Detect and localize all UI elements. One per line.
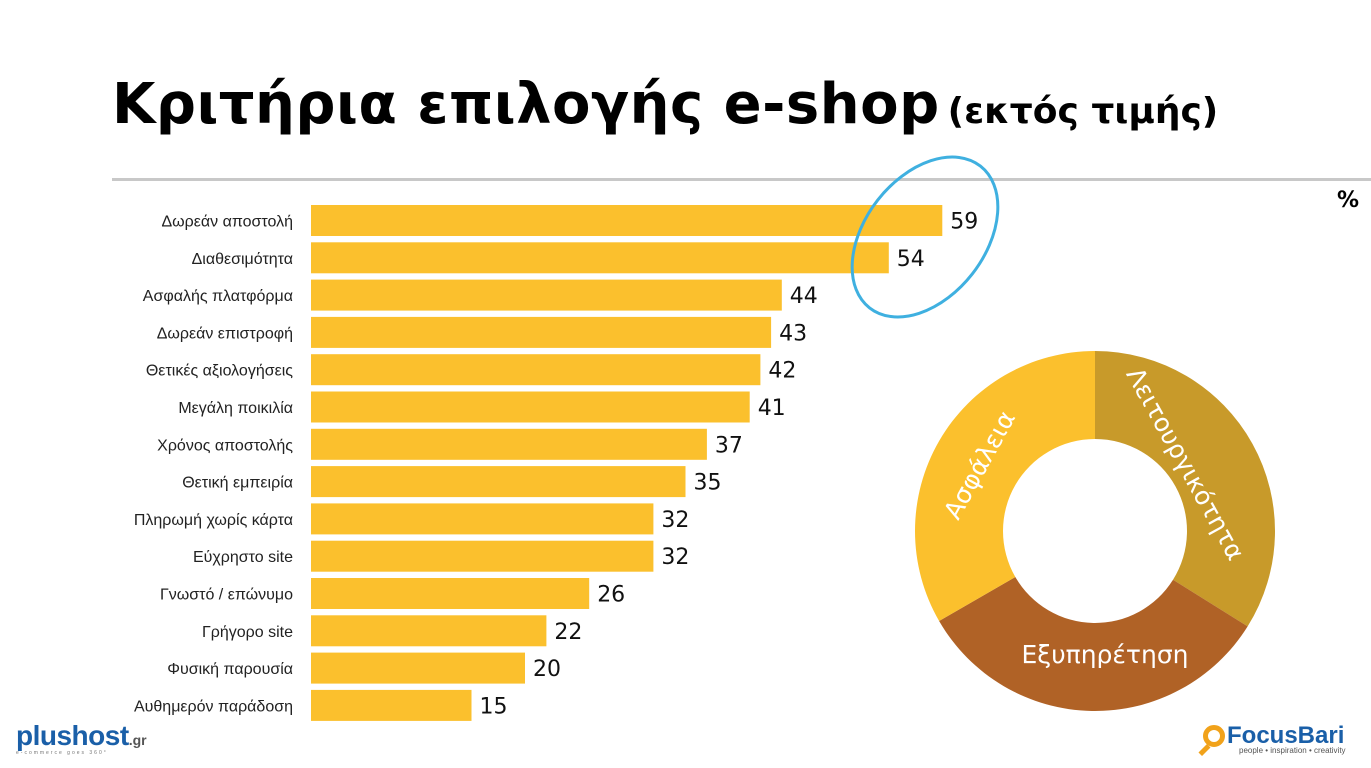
magnifier-icon: [1203, 725, 1225, 747]
bar: [311, 316, 772, 348]
value-label: 37: [715, 433, 743, 458]
bar: [311, 652, 525, 684]
category-label: Διαθεσιμότητα: [192, 251, 293, 268]
title-main: Κριτήρια επιλογής e-shop: [112, 72, 940, 137]
category-label: Δωρεάν επιστροφή: [157, 325, 293, 342]
value-label: 15: [480, 694, 508, 719]
bar-chart: Δωρεάν αποστολή 59 Διαθεσιμότητα 54 Ασφαλής …: [134, 205, 978, 721]
value-label: 32: [661, 508, 689, 533]
unit-label: %: [1337, 188, 1360, 213]
category-label: Ασφαλής πλατφόρμα: [143, 288, 293, 305]
category-label: Φυσική παρουσία: [167, 661, 293, 678]
category-label: Θετικές αξιολογήσεις: [146, 363, 293, 380]
value-label: 20: [533, 657, 561, 682]
page-title: Κριτήρια επιλογής e-shop (εκτός τιμής): [112, 72, 1218, 137]
focusbari-logo: FocusBari people • inspiration • creativ…: [1203, 722, 1346, 755]
highlight-ring: [850, 155, 1000, 319]
donut-segment: [915, 351, 1095, 621]
value-label: 42: [768, 359, 796, 384]
category-label: Δωρεάν αποστολή: [161, 214, 293, 231]
category-label: Γρήγορο site: [202, 624, 293, 641]
bar: [311, 540, 654, 572]
value-label: 54: [897, 247, 925, 272]
category-label: Πληρωμή χωρίς κάρτα: [134, 512, 293, 529]
category-label: Χρόνος αποστολής: [157, 437, 293, 454]
donut-segment: [1095, 351, 1275, 627]
bar: [311, 466, 686, 498]
category-label: Γνωστό / επώνυμο: [160, 587, 293, 604]
category-label: Αυθημερόν παράδοση: [134, 698, 293, 715]
bar: [311, 615, 547, 647]
bar: [311, 578, 590, 609]
bar: [311, 354, 761, 386]
value-label: 32: [661, 545, 689, 570]
value-label: 44: [790, 284, 818, 309]
bar: [311, 428, 707, 460]
value-label: 26: [597, 583, 625, 608]
title-sub: (εκτός τιμής): [947, 91, 1219, 132]
value-label: 59: [950, 210, 978, 235]
bar: [311, 689, 472, 721]
bar: [311, 242, 889, 274]
plushost-logo: plushost.gr e-commerce goes 360°: [16, 720, 147, 756]
bar: [311, 279, 782, 311]
category-label: Θετική εμπειρία: [182, 475, 293, 492]
value-label: 35: [694, 471, 722, 496]
category-label: Μεγάλη ποικιλία: [178, 400, 293, 417]
highlight-ellipse: [850, 155, 1000, 319]
title-divider: [112, 178, 1371, 181]
category-label: Εύχρηστο site: [193, 549, 293, 566]
value-label: 22: [554, 620, 582, 645]
bar: [311, 205, 943, 236]
donut-segment: [939, 577, 1248, 712]
value-label: 43: [779, 321, 807, 346]
value-label: 41: [758, 396, 786, 421]
bar: [311, 503, 654, 535]
donut-label-service: Εξυπηρέτηση: [1021, 640, 1188, 669]
bar: [311, 391, 750, 423]
